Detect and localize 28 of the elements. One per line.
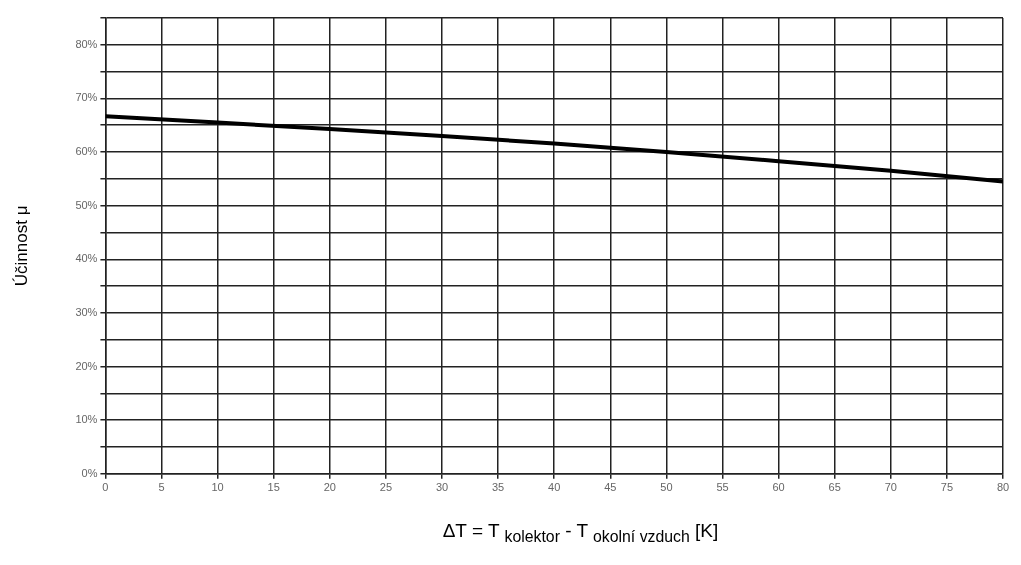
x-tick-label: 5 [158, 481, 165, 494]
x-tick-label: 15 [267, 481, 280, 494]
y-tick-label: 10% [75, 413, 98, 426]
x-tick-label: 30 [435, 481, 449, 494]
x-tick-label: 45 [604, 481, 617, 494]
x-tick-label: 50 [660, 481, 673, 494]
x-tick-label: 60 [772, 481, 785, 494]
x-tick-label: 70 [884, 481, 897, 494]
y-tick-label: 0% [81, 466, 98, 479]
x-tick-label: 80 [996, 481, 1010, 494]
x-tick-label: 0 [102, 481, 109, 494]
x-tick-label: 20 [323, 481, 336, 494]
y-tick-label: 70% [75, 91, 98, 104]
y-tick-label: 50% [75, 198, 98, 211]
y-tick-label: 30% [75, 305, 98, 318]
y-tick-label: 60% [75, 145, 98, 158]
x-tick-label: 10 [211, 481, 224, 494]
x-tick-label: 25 [379, 481, 393, 494]
y-axis-title: Účinnost μ [11, 205, 31, 287]
x-tick-label: 35 [491, 481, 505, 494]
x-axis-title: ΔT = T $_{kolektor}$ - T $_{okolní vzduch}$ [K] [441, 520, 720, 546]
y-tick-label: 40% [75, 252, 98, 265]
x-tick-label: 40 [548, 481, 561, 494]
x-tick-label: 55 [716, 481, 729, 494]
y-tick-label: 20% [75, 359, 98, 372]
x-tick-label: 75 [940, 481, 954, 494]
y-tick-label: 80% [75, 37, 98, 50]
x-tick-label: 65 [828, 481, 841, 494]
